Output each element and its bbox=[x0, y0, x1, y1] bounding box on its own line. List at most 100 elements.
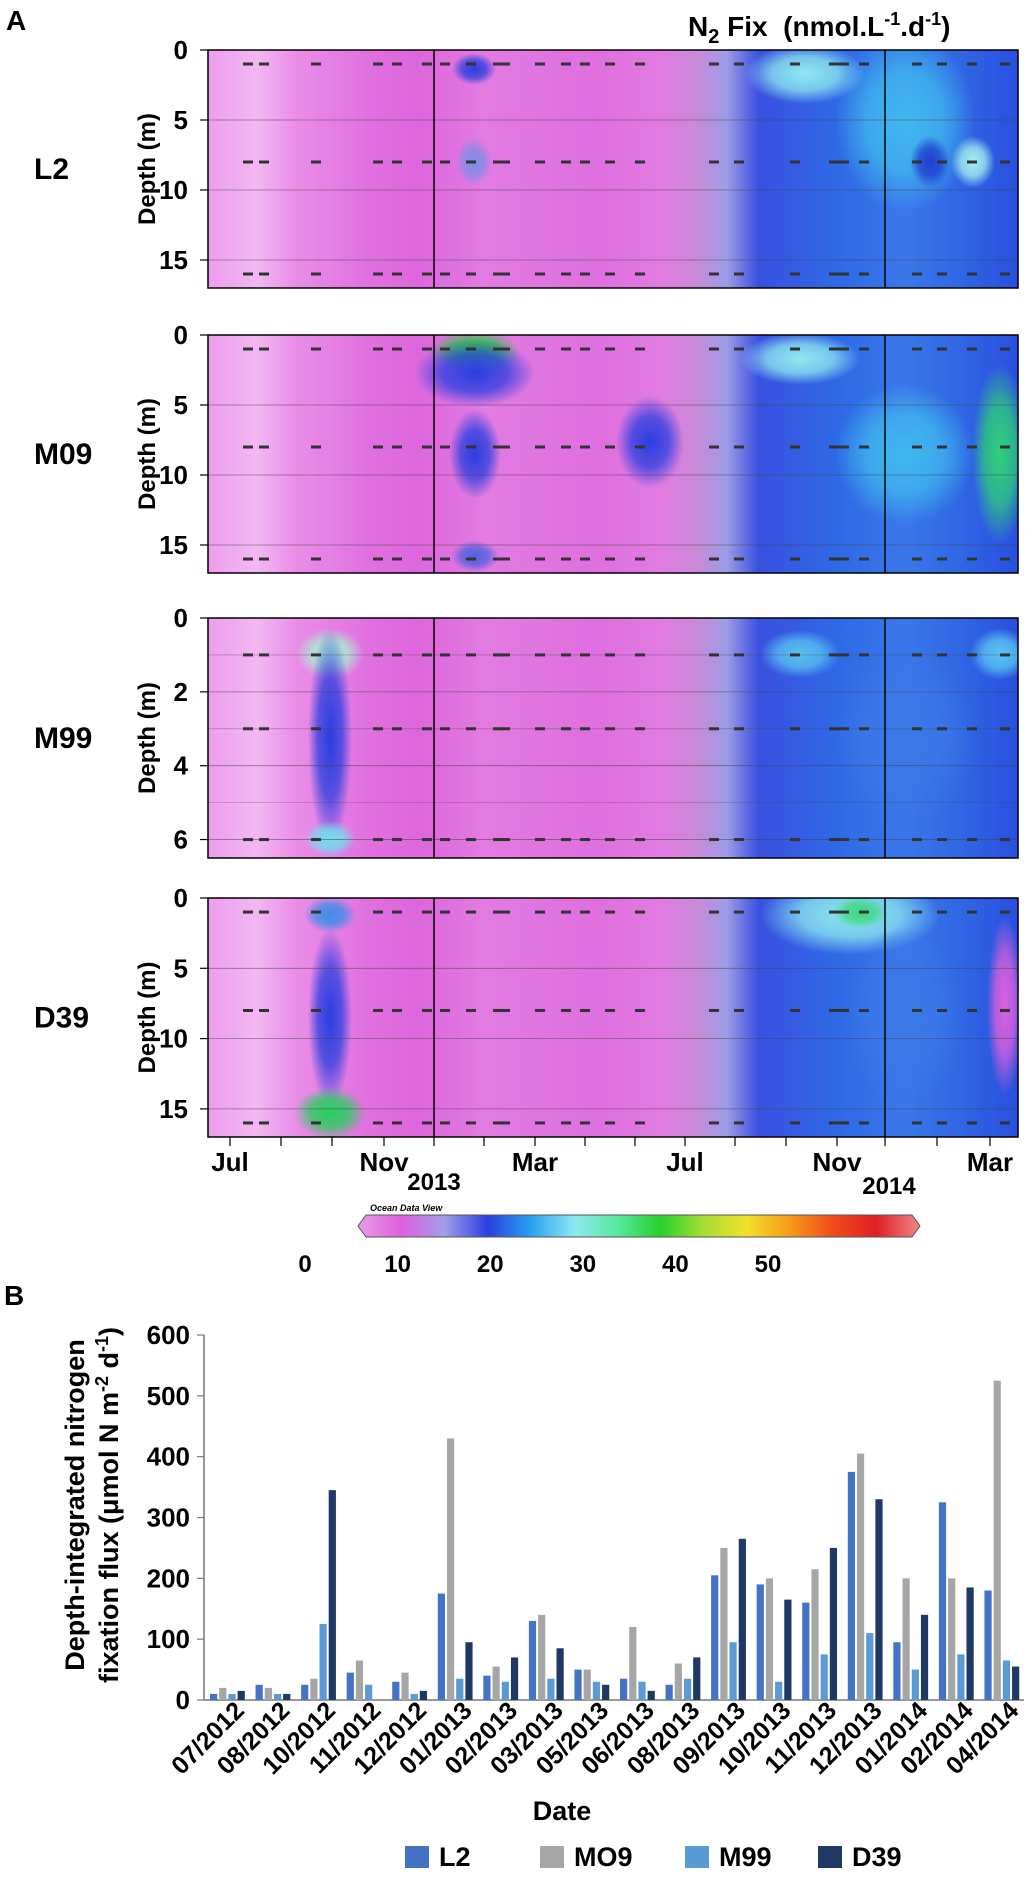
bar-mo9 bbox=[674, 1663, 682, 1700]
bar-chart: 0 100 200 300 400 500 600 Depth-integrated nitr… bbox=[60, 1320, 1024, 1872]
concentration-blob bbox=[308, 628, 352, 848]
heatmap-m99: 0 2 4 6 Depth (m) M99 bbox=[34, 603, 1019, 859]
station-label: D39 bbox=[34, 1002, 89, 1035]
bar-mo9 bbox=[629, 1627, 637, 1700]
time-axis: Jul Nov Mar Jul Nov Mar 2013 2014 bbox=[211, 1137, 1013, 1200]
y-tick-label: 600 bbox=[147, 1320, 190, 1350]
depth-tick-label: 10 bbox=[159, 175, 188, 205]
bar-mo9 bbox=[993, 1380, 1001, 1700]
depth-tick-label: 0 bbox=[174, 883, 188, 913]
bar-m99 bbox=[273, 1693, 282, 1700]
bar-l2 bbox=[802, 1602, 810, 1700]
bar-mo9 bbox=[264, 1687, 272, 1700]
heatmap-d39: 0 5 10 15 Depth (m) D39 bbox=[34, 883, 1019, 1138]
bar-l2 bbox=[938, 1502, 947, 1700]
bar-m99 bbox=[638, 1681, 646, 1700]
depth-axis-label: Depth (m) bbox=[134, 682, 161, 794]
bar-d39 bbox=[237, 1690, 245, 1700]
colorbar: Ocean Data View 0 10 20 30 40 50 bbox=[298, 1203, 921, 1278]
y-tick-label: 200 bbox=[147, 1563, 190, 1593]
bar-d39 bbox=[465, 1642, 473, 1700]
bar-mo9 bbox=[538, 1614, 546, 1700]
bar-d39 bbox=[966, 1587, 974, 1700]
depth-tick-label: 2 bbox=[174, 677, 188, 707]
panel-a-label: A bbox=[6, 5, 26, 36]
legend-item-mo9: MO9 bbox=[540, 1842, 633, 1872]
bar-l2 bbox=[574, 1669, 582, 1700]
bar-mo9 bbox=[219, 1687, 227, 1700]
time-tick-label: Nov bbox=[812, 1147, 862, 1177]
y-axis-label-part: ) bbox=[94, 1327, 124, 1336]
station-label: M09 bbox=[34, 438, 92, 471]
depth-axis-label: Depth (m) bbox=[134, 398, 161, 510]
depth-tick-label: 15 bbox=[159, 530, 188, 560]
legend-item-m99: M99 bbox=[685, 1842, 772, 1872]
bar-m99 bbox=[501, 1681, 509, 1700]
bar-m99 bbox=[547, 1678, 555, 1700]
concentration-blob bbox=[972, 364, 1018, 544]
legend-label: MO9 bbox=[574, 1842, 633, 1872]
depth-tick-label: 6 bbox=[174, 825, 188, 855]
heatmap-frame bbox=[207, 897, 1019, 1138]
depth-tick-label: 0 bbox=[174, 320, 188, 350]
colorbar-tick-label: 30 bbox=[569, 1251, 596, 1278]
x-axis-label: Date bbox=[533, 1796, 592, 1826]
bar-d39 bbox=[328, 1490, 336, 1700]
depth-tick-label: 0 bbox=[174, 35, 188, 65]
bar-d39 bbox=[647, 1690, 655, 1700]
legend-swatch bbox=[405, 1846, 429, 1868]
bar-mo9 bbox=[446, 1438, 455, 1700]
bar-mo9 bbox=[902, 1578, 910, 1700]
bar-m99 bbox=[365, 1684, 373, 1700]
bar-l2 bbox=[620, 1678, 628, 1700]
heatmap-l2: 0 5 10 15 Depth (m) L2 bbox=[34, 35, 1019, 289]
bar-d39 bbox=[738, 1538, 746, 1700]
legend-label: M99 bbox=[719, 1842, 772, 1872]
depth-tick-label: 5 bbox=[174, 105, 188, 135]
bar-mo9 bbox=[355, 1660, 364, 1700]
concentration-blob bbox=[835, 648, 975, 828]
concentration-blob bbox=[987, 915, 1018, 1096]
year-label: 2013 bbox=[407, 1169, 460, 1196]
concentration-blob bbox=[451, 540, 499, 573]
bar-mo9 bbox=[583, 1669, 591, 1700]
concentration-blob bbox=[910, 135, 950, 188]
bar-m99 bbox=[456, 1678, 464, 1700]
y-tick-label: 400 bbox=[147, 1442, 190, 1472]
depth-tick-label: 0 bbox=[174, 603, 188, 633]
heatmap-frame bbox=[207, 49, 1019, 289]
bar-l2 bbox=[756, 1584, 764, 1700]
bar-mo9 bbox=[720, 1547, 728, 1700]
depth-tick-label: 15 bbox=[159, 245, 188, 275]
bar-mo9 bbox=[401, 1672, 409, 1700]
bar-d39 bbox=[510, 1657, 519, 1700]
bar-d39 bbox=[920, 1614, 929, 1700]
bar-d39 bbox=[556, 1648, 564, 1700]
bar-mo9 bbox=[948, 1578, 956, 1700]
colorbar-tick-label: 40 bbox=[662, 1251, 689, 1278]
bar-l2 bbox=[528, 1620, 537, 1700]
y-tick-label: 500 bbox=[147, 1381, 190, 1411]
heatmap-field bbox=[208, 50, 1018, 288]
bar-l2 bbox=[984, 1590, 992, 1700]
depth-axis-label: Depth (m) bbox=[134, 962, 161, 1074]
y-axis-label-sup: -2 bbox=[92, 1376, 112, 1392]
concentration-blob bbox=[845, 927, 965, 1108]
colorbar-tick-label: 0 bbox=[298, 1251, 311, 1278]
heatmap-field bbox=[208, 335, 1018, 573]
y-tick-label: 300 bbox=[147, 1503, 190, 1533]
bar-l2 bbox=[210, 1693, 218, 1700]
ocean-data-view-watermark: Ocean Data View bbox=[370, 1203, 443, 1213]
heatmap-m09: 0 5 10 15 Depth (m) M09 bbox=[34, 320, 1019, 574]
bar-m99 bbox=[820, 1654, 828, 1700]
bar-d39 bbox=[829, 1547, 838, 1700]
colorbar-tick-label: 10 bbox=[384, 1251, 411, 1278]
bar-m99 bbox=[957, 1654, 965, 1700]
bar-d39 bbox=[283, 1693, 291, 1700]
depth-tick-label: 10 bbox=[159, 460, 188, 490]
heatmap-panels: 0 5 10 15 Depth (m) L2 0 5 10 15 Depth (m) M09 0 2 4 6 D… bbox=[34, 35, 1019, 1138]
y-axis-label-part: fixation flux (μmol N m bbox=[94, 1392, 124, 1683]
concentration-blob bbox=[304, 820, 356, 857]
bar-l2 bbox=[346, 1672, 354, 1700]
